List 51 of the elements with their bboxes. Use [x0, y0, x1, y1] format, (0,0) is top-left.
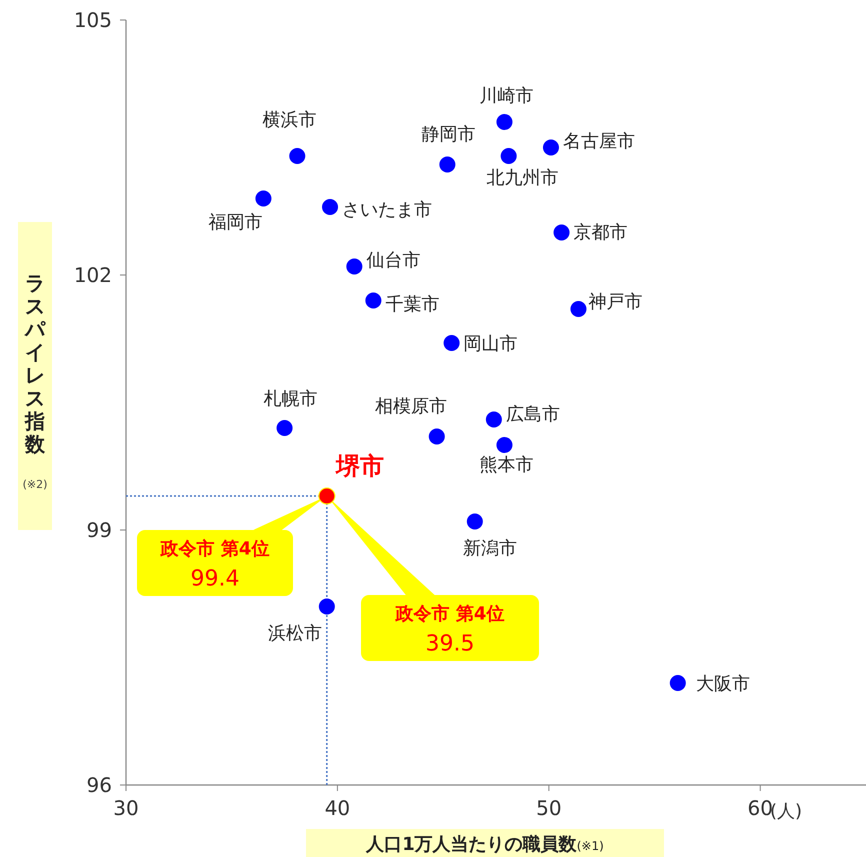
series-label: 浜松市: [268, 623, 322, 644]
series-label: 熊本市: [479, 454, 534, 476]
y-tick-label: 105: [74, 8, 112, 32]
point: [466, 514, 483, 530]
point: [322, 199, 338, 215]
point: [500, 148, 517, 164]
x-tick-label: 50: [536, 796, 562, 820]
point: [496, 114, 512, 130]
series-label: 名古屋市: [562, 131, 635, 152]
point: [570, 301, 586, 317]
series-label: 北九州市: [486, 168, 559, 188]
series-label: さいたま市: [342, 200, 432, 220]
y-tick-label: 96: [86, 773, 112, 797]
x-tick-label: 30: [113, 796, 139, 820]
series-label: 堺市: [334, 452, 384, 480]
point: [289, 148, 306, 164]
annotation: 政令市 第4位 99.4: [160, 538, 270, 592]
point: [365, 292, 382, 308]
point: [255, 190, 272, 206]
point: [428, 428, 445, 444]
text: ラスパイレス指数(※2): [22, 271, 48, 491]
point: [318, 598, 335, 614]
x-tick-label: 40: [324, 796, 350, 820]
x-axis-title: 人口1万人当たりの職員数(※1): [365, 834, 604, 855]
point: [276, 420, 293, 436]
point: [496, 437, 512, 453]
series-label: 福岡市: [208, 212, 262, 233]
series-label: 千葉市: [385, 294, 440, 315]
y-tick-label: 99: [86, 518, 112, 542]
series-label: 相模原市: [374, 396, 447, 417]
point: [486, 412, 502, 428]
y-tick-label: 102: [74, 263, 112, 287]
point: [346, 258, 362, 274]
series-label: 静岡市: [421, 124, 476, 145]
point: [439, 156, 456, 172]
point: [444, 335, 460, 351]
series-label: 広島市: [506, 404, 560, 425]
series-label: 新潟市: [462, 538, 517, 559]
series-label: 仙台市: [366, 250, 420, 271]
annotation: 政令市 第4位 39.5: [394, 604, 504, 656]
series-label: 大阪市: [696, 674, 750, 694]
point: [318, 488, 336, 504]
series-label: 横浜市: [262, 110, 316, 130]
point: [670, 675, 686, 691]
series-label: 神戸市: [588, 292, 642, 312]
series-label: 川崎市: [479, 86, 534, 106]
series-label: 札幌市: [264, 388, 318, 410]
series-label: 岡山市: [464, 334, 518, 354]
point: [554, 224, 570, 240]
series-label: 京都市: [574, 222, 628, 243]
point: [542, 140, 559, 156]
